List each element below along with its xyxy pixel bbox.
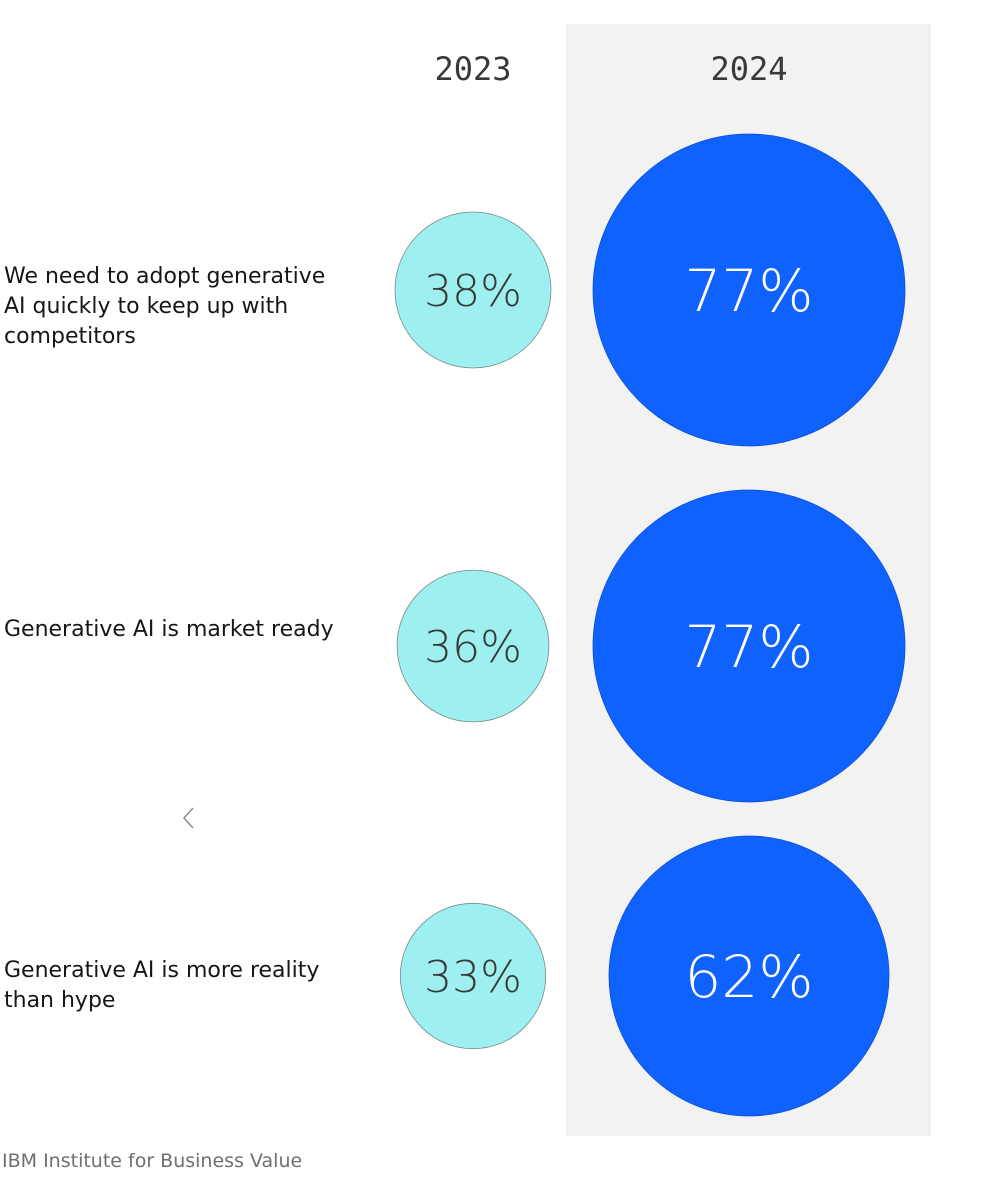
chevron-left-icon[interactable] xyxy=(180,804,198,832)
data-label-2023-row-2: 33% xyxy=(424,952,522,1003)
data-label-2023-row-0: 38% xyxy=(424,266,522,317)
data-label-2024-row-1: 77% xyxy=(685,613,814,681)
source-footer: IBM Institute for Business Value xyxy=(2,1150,303,1172)
bubble-2024-row-2 xyxy=(608,835,890,1117)
bubble-2023-row-2 xyxy=(399,902,547,1050)
data-label-2023-row-1: 36% xyxy=(424,622,522,673)
row-label-0: We need to adopt generative AI quickly t… xyxy=(4,264,326,349)
data-label-2024-row-0: 77% xyxy=(685,257,814,325)
column-header-2023: 2023 xyxy=(434,50,511,88)
bubble-2023-row-1 xyxy=(396,569,550,723)
bubble-2023-row-0 xyxy=(394,211,552,369)
row-label-2: Generative AI is more reality than hype xyxy=(4,958,320,1013)
bubble-2024-row-1 xyxy=(592,489,906,803)
bubble-2024-row-0 xyxy=(592,133,906,447)
column-header-2024: 2024 xyxy=(710,50,787,88)
data-label-2024-row-2: 62% xyxy=(685,943,814,1011)
row-label-1: Generative AI is market ready xyxy=(4,617,334,642)
